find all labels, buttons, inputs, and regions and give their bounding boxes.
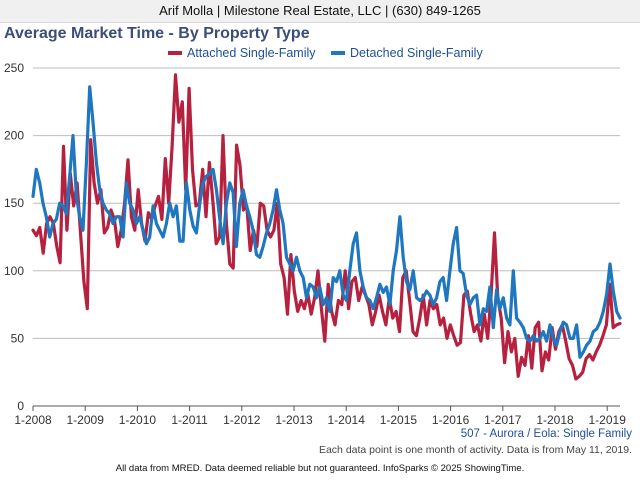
y-tick-label: 100 xyxy=(4,264,24,278)
agent-header-bar: Arif Molla | Milestone Real Estate, LLC … xyxy=(0,0,640,23)
area-caption: 507 - Aurora / Eola: Single Family xyxy=(460,428,632,440)
series-line-detached xyxy=(31,85,622,359)
legend-label-attached: Attached Single-Family xyxy=(187,46,316,60)
legend-item-detached[interactable]: Detached Single-Family xyxy=(331,46,483,60)
data-note: Each data point is one month of activity… xyxy=(318,444,632,456)
x-tick-label: 1-2017 xyxy=(484,413,522,427)
x-tick-label: 1-2018 xyxy=(536,413,574,427)
y-tick-label: 0 xyxy=(17,399,24,413)
x-tick-label: 1-2009 xyxy=(67,413,105,427)
x-tick-label: 1-2015 xyxy=(380,413,418,427)
x-tick-label: 1-2013 xyxy=(275,413,313,427)
x-tick-label: 1-2008 xyxy=(14,413,52,427)
chart-legend: Attached Single-Family Detached Single-F… xyxy=(168,46,495,60)
y-tick-label: 150 xyxy=(4,196,24,210)
y-tick-label: 200 xyxy=(4,129,24,143)
x-tick-label: 1-2010 xyxy=(119,413,157,427)
x-tick-label: 1-2011 xyxy=(171,413,208,427)
agent-contact-line: Arif Molla | Milestone Real Estate, LLC … xyxy=(159,3,481,18)
chart-title: Average Market Time - By Property Type xyxy=(4,25,310,42)
y-tick-label: 250 xyxy=(4,61,24,75)
legend-swatch-attached xyxy=(168,50,182,55)
legend-swatch-detached xyxy=(331,50,346,55)
x-tick-label: 1-2019 xyxy=(589,413,627,427)
y-tick-label: 50 xyxy=(11,331,25,345)
x-tick-label: 1-2014 xyxy=(328,413,366,427)
legend-item-attached[interactable]: Attached Single-Family xyxy=(168,46,316,60)
legend-label-detached: Detached Single-Family xyxy=(350,46,483,60)
x-tick-label: 1-2016 xyxy=(432,413,470,427)
x-tick-label: 1-2012 xyxy=(223,413,261,427)
footer-disclaimer: All data from MRED. Data deemed reliable… xyxy=(115,463,525,474)
